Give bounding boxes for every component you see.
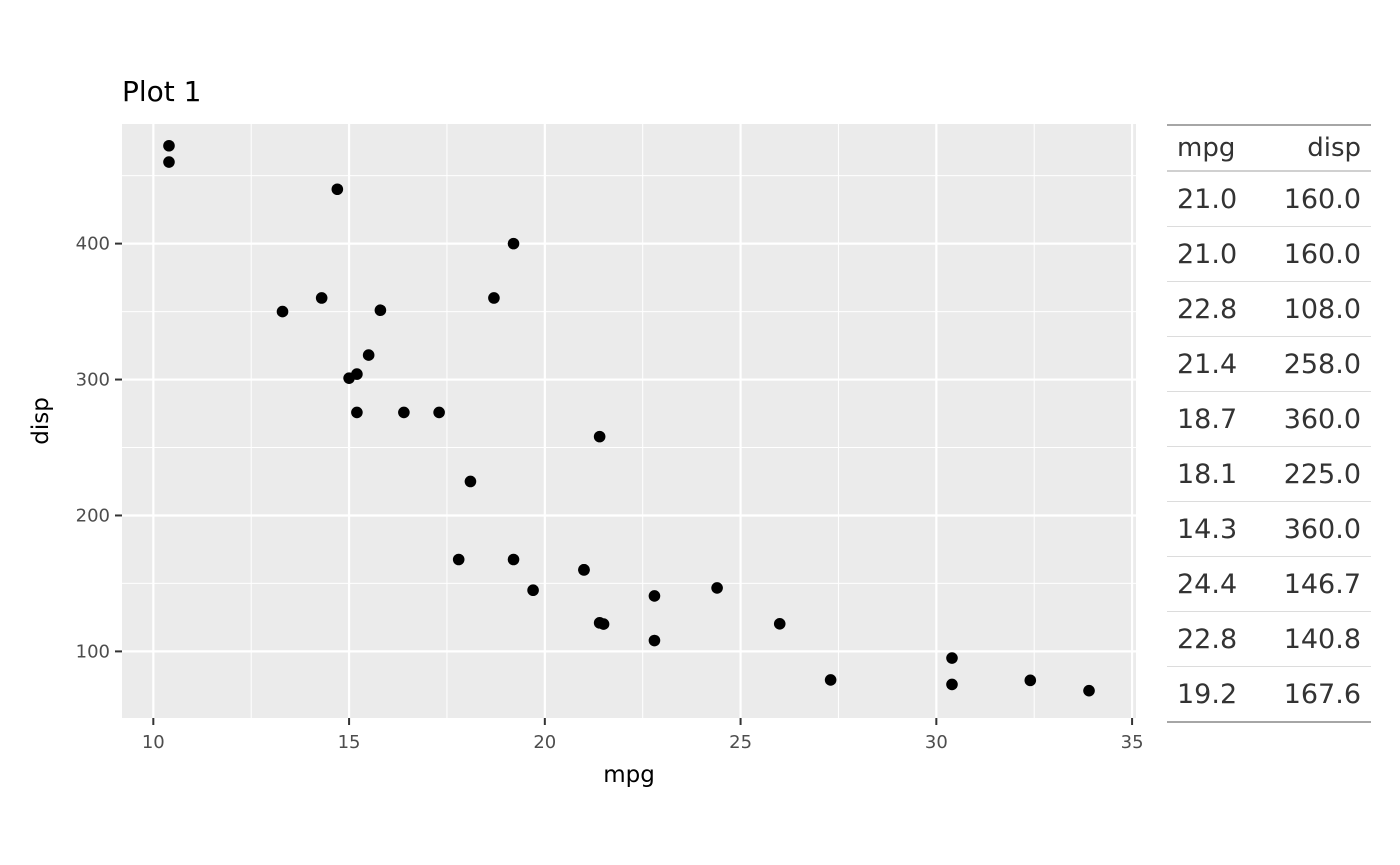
data-point <box>593 617 606 629</box>
data-point <box>1083 684 1095 697</box>
y-axis: 100 200 300 400 <box>76 234 122 662</box>
x-axis: 10 15 20 25 30 35 <box>142 718 1144 753</box>
cell-disp: 160.0 <box>1259 226 1371 282</box>
cell-mpg: 18.1 <box>1167 446 1260 502</box>
cell-mpg: 21.0 <box>1167 171 1260 227</box>
table-row: 18.1 225.0 <box>1167 446 1371 502</box>
x-axis-title: mpg <box>603 762 655 788</box>
data-point <box>464 475 477 488</box>
data-point <box>163 156 175 168</box>
table-row: 21.0 160.0 <box>1167 226 1371 282</box>
y-tick-label: 200 <box>76 505 110 526</box>
data-point <box>578 564 590 576</box>
data-point <box>163 139 175 152</box>
data-point <box>331 183 344 196</box>
table-row: 14.3 360.0 <box>1167 501 1371 557</box>
cell-mpg: 22.8 <box>1167 281 1260 337</box>
data-point <box>452 553 465 566</box>
plot-title: Plot 1 <box>122 75 202 108</box>
cell-disp: 258.0 <box>1259 336 1371 392</box>
cell-mpg: 21.0 <box>1167 226 1260 282</box>
table-row: 21.4 258.0 <box>1167 336 1371 392</box>
major-gridlines <box>122 124 1136 718</box>
cell-disp: 140.8 <box>1259 611 1371 667</box>
header-disp: disp <box>1259 124 1371 172</box>
x-tick-label: 20 <box>533 732 556 753</box>
data-point <box>1024 674 1037 687</box>
plot-panel <box>122 124 1136 718</box>
data-point <box>593 430 606 443</box>
x-tick-label: 35 <box>1121 732 1144 753</box>
cell-disp: 167.6 <box>1259 666 1371 723</box>
x-tick-label: 30 <box>925 732 948 753</box>
table-row: 22.8 108.0 <box>1167 281 1371 337</box>
data-point <box>398 406 410 419</box>
x-tick-label: 10 <box>142 732 165 753</box>
data-point <box>507 237 520 250</box>
table-header-row: mpg disp <box>1167 124 1371 172</box>
y-tick-label: 300 <box>76 370 110 391</box>
table-row: 19.2 167.6 <box>1167 666 1371 723</box>
data-point <box>527 584 539 597</box>
cell-disp: 360.0 <box>1259 501 1371 557</box>
data-point <box>351 406 363 419</box>
cell-mpg: 22.8 <box>1167 611 1260 667</box>
cell-mpg: 18.7 <box>1167 391 1260 447</box>
minor-gridlines <box>122 124 1136 718</box>
data-point <box>315 292 328 304</box>
data-point <box>343 372 355 384</box>
data-point <box>374 304 387 317</box>
cell-mpg: 21.4 <box>1167 336 1260 392</box>
cell-mpg: 19.2 <box>1167 666 1260 723</box>
cell-mpg: 14.3 <box>1167 501 1260 557</box>
table-row: 21.0 160.0 <box>1167 171 1371 227</box>
data-point <box>648 590 661 602</box>
table-row: 24.4 146.7 <box>1167 556 1371 612</box>
y-tick-label: 100 <box>76 641 110 662</box>
cell-disp: 225.0 <box>1259 446 1371 502</box>
header-mpg: mpg <box>1167 124 1260 172</box>
cell-mpg: 24.4 <box>1167 556 1260 612</box>
cell-disp: 108.0 <box>1259 281 1371 337</box>
data-point <box>362 349 375 361</box>
data-point <box>824 674 837 686</box>
y-axis-title: disp <box>28 397 54 445</box>
data-point <box>276 305 289 318</box>
table-row: 18.7 360.0 <box>1167 391 1371 447</box>
x-tick-label: 15 <box>338 732 361 753</box>
cell-disp: 146.7 <box>1259 556 1371 612</box>
data-point <box>773 618 786 630</box>
data-table: mpg disp 21.0 160.0 21.0 160.0 22.8 108.0 21.4… <box>1167 124 1371 723</box>
data-point <box>488 292 500 304</box>
x-tick-label: 25 <box>729 732 752 753</box>
data-point <box>946 678 958 691</box>
table-row: 22.8 140.8 <box>1167 611 1371 667</box>
data-points <box>163 139 1095 697</box>
cell-disp: 160.0 <box>1259 171 1371 227</box>
data-point <box>946 652 958 664</box>
y-tick-label: 400 <box>76 234 110 255</box>
cell-disp: 360.0 <box>1259 391 1371 447</box>
table-body: 21.0 160.0 21.0 160.0 22.8 108.0 21.4 258.0 18.7… <box>1167 171 1371 723</box>
data-point <box>507 553 520 566</box>
data-point <box>433 406 445 419</box>
data-point <box>648 634 661 647</box>
data-point <box>711 582 723 594</box>
